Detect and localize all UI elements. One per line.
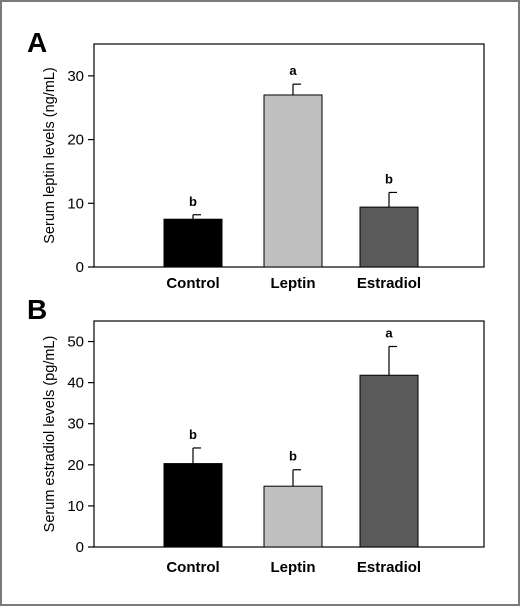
panel-b-y-tick-label: 0 (76, 539, 84, 556)
panel-a-bar-leptin (263, 94, 323, 268)
panel-b-label: B (27, 294, 47, 325)
panel-b-y-tick-label: 20 (67, 457, 84, 474)
panel-a: A 0 10 20 30 b a b Control Leptin Estradiol Ser… (27, 27, 485, 292)
panel-a-y-ticks: 0 10 20 30 (67, 68, 94, 276)
panel-a-category-label: Control (166, 275, 219, 292)
panel-a-categories: Control Leptin Estradiol (166, 275, 421, 292)
panel-b-y-ticks: 0 10 20 30 40 50 (67, 334, 94, 556)
panel-a-y-tick-label: 20 (67, 132, 84, 149)
panel-b-significance-label: a (385, 325, 393, 340)
panel-b-y-tick-label: 30 (67, 416, 84, 433)
panel-a-y-tick-label: 10 (67, 195, 84, 212)
panel-a-significance-label: b (385, 171, 393, 186)
panel-b-y-tick-label: 40 (67, 375, 84, 392)
panel-b-category-label: Control (166, 559, 219, 576)
panel-b-bars: b b a (163, 325, 419, 548)
panel-b-y-tick-label: 50 (67, 334, 84, 351)
panel-a-category-label: Leptin (271, 275, 316, 292)
panel-b-bar-control (163, 463, 223, 548)
panel-b-y-tick-label: 10 (67, 498, 84, 515)
panel-a-significance-label: a (289, 63, 297, 78)
panel-a-y-tick-label: 0 (76, 259, 84, 276)
panel-b: B 0 10 20 30 40 50 b b a Control Leptin Estradiol… (27, 294, 485, 576)
panel-b-significance-label: b (189, 427, 197, 442)
panel-a-y-axis-label: Serum leptin levels (ng/mL) (42, 67, 58, 244)
panel-b-categories: Control Leptin Estradiol (166, 559, 421, 576)
panel-a-bars: b a b (163, 63, 419, 268)
panel-a-category-label: Estradiol (357, 275, 421, 292)
panel-b-bar-leptin (263, 485, 323, 548)
panel-b-y-axis-label: Serum estradiol levels (pg/mL) (42, 336, 58, 533)
panel-b-significance-label: b (289, 449, 297, 464)
panel-b-category-label: Estradiol (357, 559, 421, 576)
panel-a-bar-estradiol (359, 206, 419, 268)
panel-b-category-label: Leptin (271, 559, 316, 576)
panel-a-y-tick-label: 30 (67, 68, 84, 85)
panel-a-label: A (27, 27, 47, 58)
panel-a-significance-label: b (189, 194, 197, 209)
panel-a-bar-control (163, 218, 223, 268)
panel-b-bar-estradiol (359, 374, 419, 548)
